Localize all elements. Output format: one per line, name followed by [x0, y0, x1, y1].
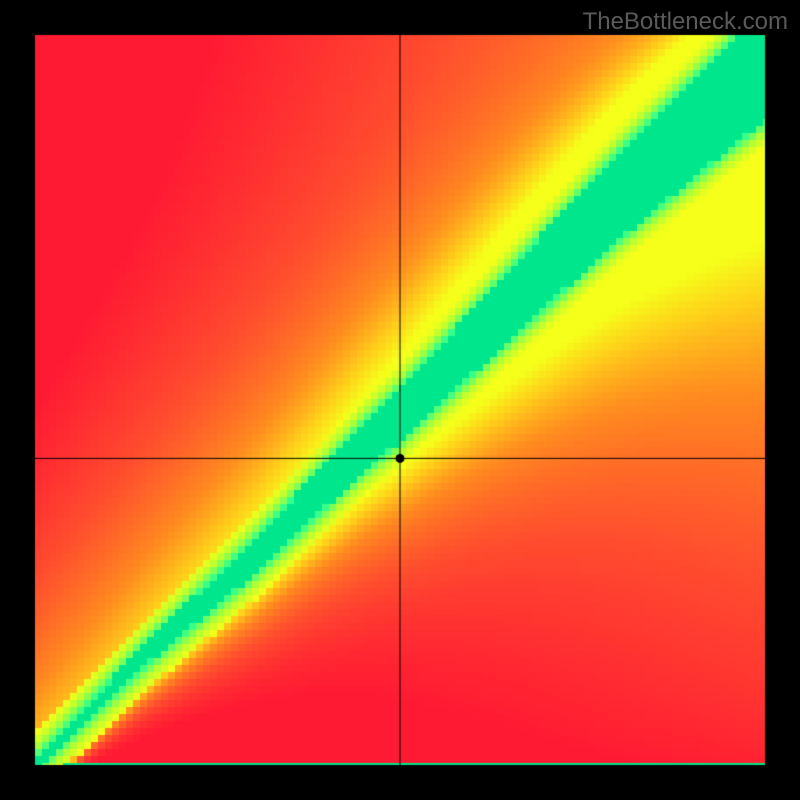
attribution-text: TheBottleneck.com [583, 8, 788, 36]
